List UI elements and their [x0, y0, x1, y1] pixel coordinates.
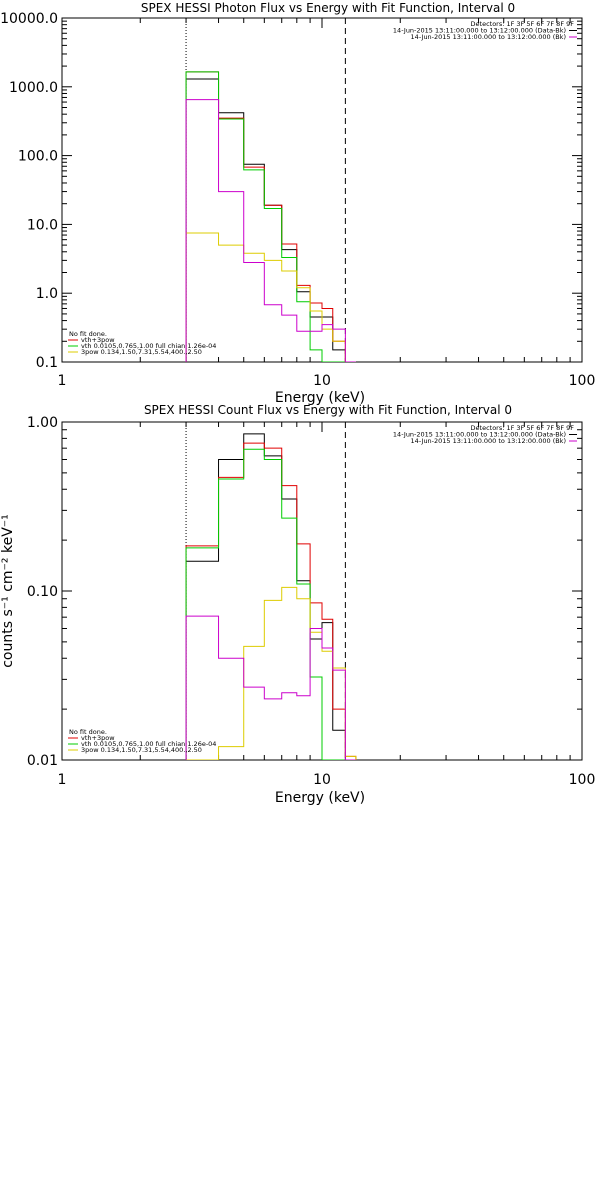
x-tick-label: 10	[313, 373, 331, 389]
chart-1: SPEX HESSI Count Flux vs Energy with Fit…	[0, 403, 595, 806]
series-2-line	[185, 71, 356, 362]
y-tick-label: 0.01	[27, 753, 58, 769]
x-tick-label: 10	[313, 772, 331, 788]
series-1-line	[185, 442, 357, 760]
chart-0: SPEX HESSI Photon Flux vs Energy with Fi…	[0, 1, 595, 406]
x-tick-label: 100	[569, 772, 596, 788]
x-tick-label: 1	[58, 373, 67, 389]
legend-entry: vth+3pow	[81, 734, 115, 742]
x-tick-label: 100	[569, 373, 596, 389]
info-line: Detectors: 1F 3F 5F 6F 7F 8F 9F	[471, 424, 575, 432]
y-axis-label: counts s⁻¹ cm⁻² keV⁻¹	[0, 514, 16, 668]
series-1-line	[185, 71, 356, 362]
y-tick-label: 1000.0	[9, 80, 58, 96]
info-line: Detectors: 1F 3F 5F 6F 7F 8F 9F	[471, 20, 575, 28]
info-line: 14-Jun-2015 13:11:00.000 to 13:12:00.000…	[411, 437, 566, 445]
legend-entry: 3pow 0.134,1.50,7.31,5.54,400.,2.50	[81, 746, 202, 754]
x-tick-label: 1	[58, 772, 67, 788]
info-line: 14-Jun-2015 13:11:00.000 to 13:12:00.000…	[393, 431, 566, 439]
series-3-line	[185, 232, 356, 362]
legend-entry: No fit done.	[69, 330, 107, 338]
y-tick-label: 100.0	[18, 149, 58, 165]
y-tick-label: 1.0	[36, 286, 58, 302]
y-tick-label: 10000.0	[0, 11, 58, 27]
plot-area	[185, 18, 356, 362]
y-tick-label: 1.00	[27, 415, 58, 431]
legend-entry: vth 0.0105,0.765,1.00 full chian 1.26e-0…	[81, 740, 216, 748]
chart-title: SPEX HESSI Count Flux vs Energy with Fit…	[144, 403, 512, 417]
legend-entry: vth 0.0105,0.765,1.00 full chian 1.26e-0…	[81, 342, 216, 350]
info-line: 14-Jun-2015 13:11:00.000 to 13:12:00.000…	[411, 33, 566, 41]
legend-entry: No fit done.	[69, 728, 107, 736]
series-2-line	[185, 448, 356, 760]
plot-frame	[61, 17, 583, 363]
chart-title: SPEX HESSI Photon Flux vs Energy with Fi…	[141, 1, 515, 15]
plot-area	[185, 422, 357, 760]
series-4-line	[185, 99, 356, 362]
y-tick-label: 0.10	[27, 584, 58, 600]
y-tick-label: 0.1	[36, 355, 58, 371]
legend-entry: 3pow 0.134,1.50,7.31,5.54,400.,2.50	[81, 348, 202, 356]
legend-entry: vth+3pow	[81, 336, 115, 344]
x-axis-label: Energy (keV)	[275, 390, 365, 406]
y-tick-label: 10.0	[27, 217, 58, 233]
series-0-line	[185, 78, 356, 362]
series-3-line	[186, 586, 357, 760]
info-line: 14-Jun-2015 13:11:00.000 to 13:12:00.000…	[393, 27, 566, 35]
series-4-line	[185, 615, 356, 760]
x-axis-label: Energy (keV)	[275, 790, 365, 806]
series-0-line	[185, 433, 356, 760]
